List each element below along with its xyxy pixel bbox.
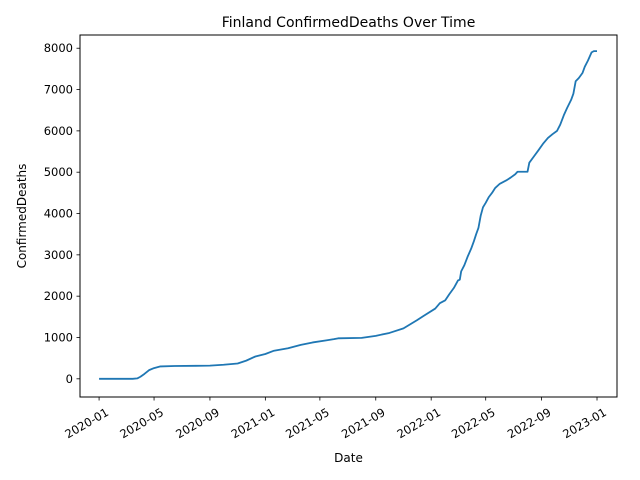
y-tick-label: 8000 <box>44 41 73 55</box>
y-axis-label: ConfirmedDeaths <box>15 164 29 269</box>
y-tick-label: 6000 <box>44 124 73 138</box>
series-line <box>99 50 598 380</box>
y-axis: 0 1000 2000 3000 4000 5000 6000 7000 8000 <box>44 41 80 386</box>
y-tick-label: 5000 <box>44 165 73 179</box>
y-tick-label: 1000 <box>44 330 73 344</box>
y-tick-label: 3000 <box>44 248 73 262</box>
y-tick-label: 4000 <box>44 207 73 221</box>
y-tick-label: 7000 <box>44 83 73 97</box>
chart-title: Finland ConfirmedDeaths Over Time <box>222 15 476 31</box>
plot-frame <box>79 34 618 398</box>
y-tick-label: 0 <box>66 372 73 386</box>
y-tick-label: 2000 <box>44 289 73 303</box>
plot-area <box>79 34 618 398</box>
x-axis-label: Date <box>334 451 363 465</box>
